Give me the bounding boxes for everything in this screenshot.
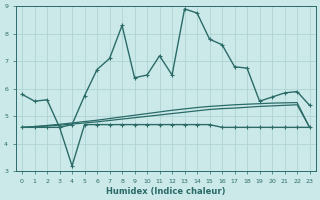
- X-axis label: Humidex (Indice chaleur): Humidex (Indice chaleur): [106, 187, 226, 196]
